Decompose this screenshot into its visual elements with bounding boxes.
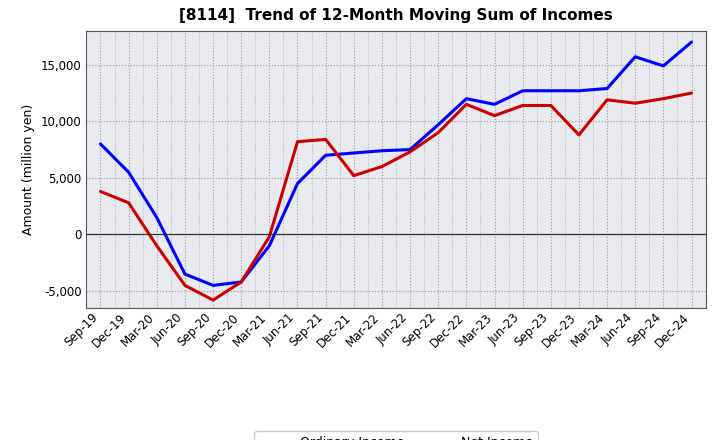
Net Income [631,101,639,106]
Net Income [603,97,611,103]
Ordinary Income [181,271,189,277]
Net Income [349,173,358,178]
Ordinary Income [265,243,274,249]
Net Income [687,90,696,95]
Net Income [153,243,161,249]
Net Income [462,102,471,107]
Ordinary Income [518,88,527,93]
Net Income [518,103,527,108]
Net Income [237,279,246,285]
Net Income [265,234,274,239]
Ordinary Income [293,181,302,186]
Ordinary Income [237,279,246,285]
Ordinary Income [659,63,667,69]
Ordinary Income [125,169,133,175]
Ordinary Income [603,86,611,91]
Net Income [209,297,217,303]
Ordinary Income [209,283,217,288]
Ordinary Income [434,122,443,127]
Ordinary Income [349,150,358,156]
Line: Net Income: Net Income [101,93,691,300]
Ordinary Income [96,141,105,147]
Net Income [659,96,667,101]
Net Income [96,189,105,194]
Net Income [181,283,189,288]
Net Income [434,130,443,135]
Ordinary Income [631,54,639,59]
Ordinary Income [462,96,471,101]
Ordinary Income [687,40,696,45]
Net Income [575,132,583,138]
Title: [8114]  Trend of 12-Month Moving Sum of Incomes: [8114] Trend of 12-Month Moving Sum of I… [179,7,613,23]
Y-axis label: Amount (million yen): Amount (million yen) [22,104,35,235]
Net Income [321,137,330,142]
Ordinary Income [153,215,161,220]
Net Income [293,139,302,144]
Ordinary Income [490,102,499,107]
Ordinary Income [575,88,583,93]
Line: Ordinary Income: Ordinary Income [101,42,691,286]
Net Income [546,103,555,108]
Net Income [125,200,133,205]
Net Income [490,113,499,118]
Ordinary Income [377,148,386,154]
Ordinary Income [406,147,415,152]
Ordinary Income [321,153,330,158]
Ordinary Income [546,88,555,93]
Net Income [377,164,386,169]
Legend: Ordinary Income, Net Income: Ordinary Income, Net Income [254,431,538,440]
Net Income [406,149,415,154]
